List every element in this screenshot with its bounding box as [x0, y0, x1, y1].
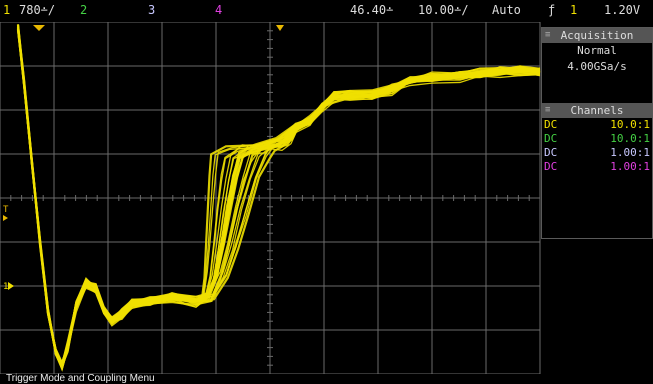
- trigger-source[interactable]: 1: [570, 3, 578, 17]
- trigger-edge-icon: ƒ: [548, 3, 556, 17]
- channel-row-2: DC 10.0:1: [542, 132, 652, 146]
- svg-text:1: 1: [3, 282, 8, 292]
- ch4-label[interactable]: 4: [215, 3, 223, 17]
- ch1-ground-marker[interactable]: 1: [3, 282, 14, 292]
- acquisition-mode: Normal: [577, 44, 617, 57]
- ch1-trace: [17, 29, 541, 367]
- waveform-display[interactable]: T 1: [0, 22, 653, 374]
- ch4-probe: 1.00:1: [610, 160, 650, 173]
- side-info-panel: ≡ Acquisition Normal 4.00GSa/s ≡ Channels …: [541, 27, 653, 239]
- channel-row-3: DC 1.00:1: [542, 146, 652, 160]
- ch2-probe: 10.0:1: [610, 132, 650, 145]
- ch2-label[interactable]: 2: [80, 3, 88, 17]
- ch3-label[interactable]: 3: [148, 3, 156, 17]
- graticule-grid: [0, 22, 541, 374]
- panel-bullet-icon: ≡: [545, 105, 551, 115]
- channel-row-4: DC 1.00:1: [542, 160, 652, 174]
- trigger-level-marker[interactable]: T: [3, 205, 9, 221]
- acquisition-title: ≡ Acquisition: [542, 28, 652, 43]
- svg-text:T: T: [3, 205, 9, 215]
- ch1-probe: 10.0:1: [610, 118, 650, 131]
- ch3-coupling: DC: [544, 146, 558, 159]
- ch2-coupling: DC: [544, 132, 558, 145]
- channel-row-1: DC 10.0:1: [542, 118, 652, 132]
- ch1-volts-per-div[interactable]: 780∸/: [19, 3, 56, 17]
- ch1-trace: [16, 26, 541, 369]
- trigger-mode[interactable]: Auto: [492, 3, 521, 17]
- acquisition-sample-rate: 4.00GSa/s: [567, 60, 627, 73]
- time-delay[interactable]: 46.40∸: [350, 3, 394, 17]
- menu-title: Trigger Mode and Coupling Menu: [6, 373, 155, 384]
- ch1-label[interactable]: 1: [3, 3, 11, 17]
- ch1-coupling: DC: [544, 118, 558, 131]
- top-status-bar: 1 780∸/ 2 3 4 46.40∸ 10.00∸/ Auto ƒ 1 1.…: [0, 0, 653, 22]
- panel-bullet-icon: ≡: [545, 30, 551, 40]
- time-per-div[interactable]: 10.00∸/: [418, 3, 469, 17]
- panel-spacer: [542, 75, 652, 103]
- trigger-start-marker: [33, 25, 45, 31]
- trigger-position-marker[interactable]: [276, 25, 284, 31]
- ch1-trace: [17, 29, 541, 370]
- ch4-coupling: DC: [544, 160, 558, 173]
- channels-title: ≡ Channels: [542, 103, 652, 118]
- ch1-waveform: [16, 23, 541, 372]
- ch3-probe: 1.00:1: [610, 146, 650, 159]
- softkey-menu-bar: Trigger Mode and Coupling Menu: [0, 373, 653, 384]
- trigger-level[interactable]: 1.20V: [604, 3, 641, 17]
